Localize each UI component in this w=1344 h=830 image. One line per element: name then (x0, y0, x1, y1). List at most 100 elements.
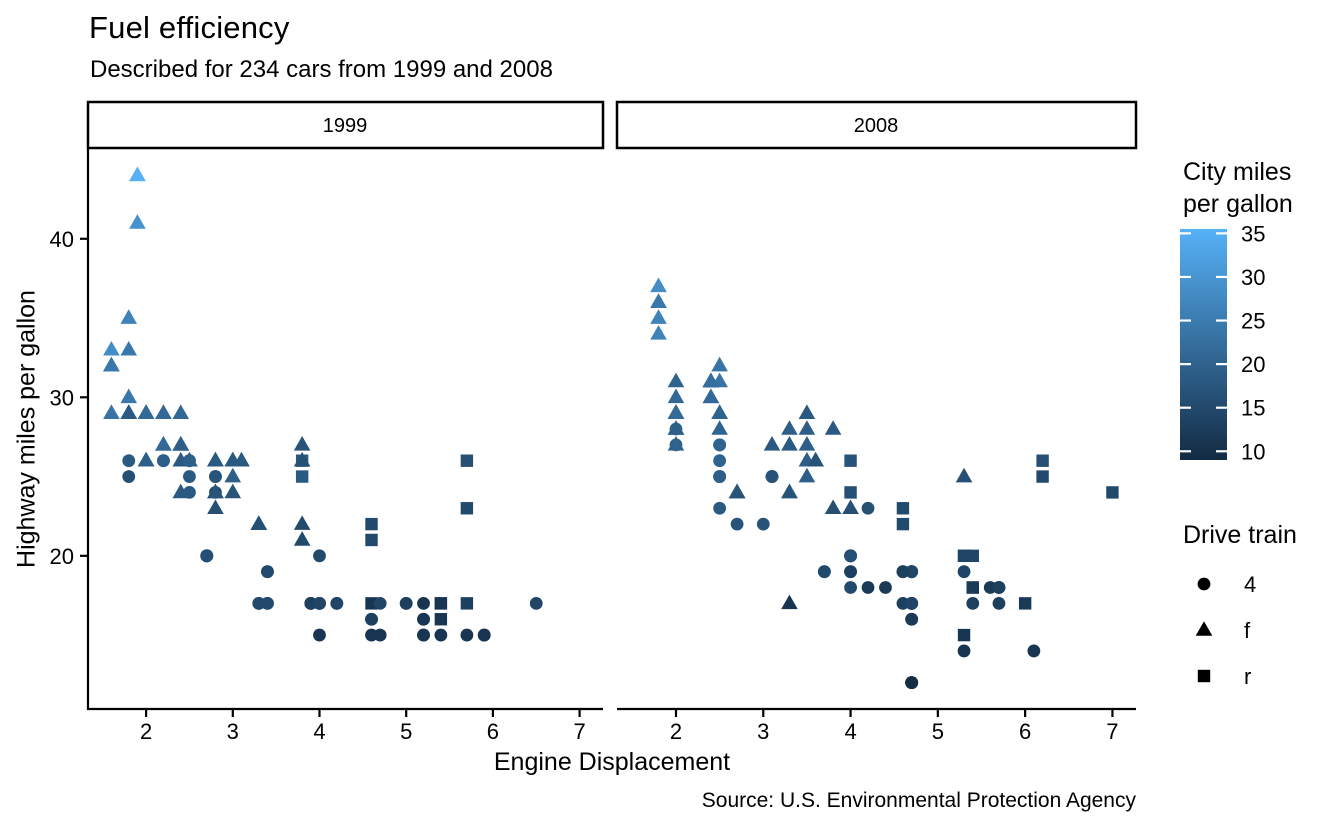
data-point-circle (399, 596, 413, 610)
data-point-square (1197, 669, 1211, 683)
data-point-circle (765, 470, 779, 483)
data-point-square (957, 628, 971, 642)
data-point-triangle (824, 420, 842, 435)
data-point-triangle (224, 451, 242, 467)
data-point-square (434, 613, 448, 626)
data-point-triangle (728, 483, 746, 499)
x-tick-label: 3 (227, 719, 239, 744)
data-point-circle (417, 596, 430, 610)
data-point-triangle (293, 436, 311, 451)
data-point-triangle (1195, 621, 1213, 636)
facet-strip-1999 (86, 100, 605, 150)
data-point-triangle (798, 467, 816, 483)
data-point-triangle (842, 499, 859, 515)
x-tick-label: 5 (400, 719, 412, 744)
data-point-triangle (172, 404, 190, 419)
x-tick-label: 7 (573, 719, 585, 744)
data-point-circle (313, 549, 326, 563)
facet-strip-2008 (615, 100, 1138, 150)
data-point-square (896, 502, 910, 515)
data-point-triangle (293, 531, 311, 546)
data-point-circle (313, 628, 326, 642)
data-point-triangle (667, 372, 685, 388)
data-point-circle (957, 565, 971, 579)
x-axis-title: Engine Displacement (493, 748, 731, 776)
data-point-triangle (137, 404, 155, 419)
x-tick-label: 4 (313, 719, 325, 744)
data-point-triangle (798, 420, 816, 435)
data-point-circle (460, 628, 474, 642)
data-point-triangle (293, 451, 311, 467)
y-tick-label: 40 (50, 227, 74, 252)
data-point-circle (844, 581, 857, 594)
data-point-square (295, 470, 309, 483)
data-point-triangle (798, 436, 816, 451)
data-point-circle (200, 549, 214, 563)
data-point-triangle (702, 388, 720, 404)
data-point-triangle (824, 499, 842, 515)
data-point-circle (905, 676, 919, 690)
color-legend-title: City miles per gallon (1183, 156, 1293, 220)
data-point-circle (477, 628, 491, 642)
data-point-triangle (120, 388, 138, 404)
data-point-triangle (650, 309, 667, 324)
x-tick-label: 3 (757, 719, 769, 744)
data-point-circle (879, 581, 892, 594)
x-tick-label: 2 (670, 719, 682, 744)
data-point-triangle (120, 404, 138, 419)
data-point-circle (713, 438, 727, 452)
data-point-triangle (781, 594, 798, 610)
data-point-circle (122, 454, 136, 468)
colorbar-ticks: 35 30 25 20 15 10 (1180, 221, 1265, 464)
data-point-circle (861, 501, 875, 515)
shape-legend-label: r (1244, 664, 1251, 689)
data-point-square (460, 454, 474, 467)
data-point-square (1036, 454, 1049, 467)
colorbar (1180, 229, 1227, 460)
data-point-circle (905, 612, 919, 626)
data-point-square (1106, 486, 1119, 499)
colorbar-tick-label: 35 (1241, 221, 1265, 246)
data-point-triangle (702, 372, 720, 388)
data-point-square (844, 486, 857, 499)
panel-points-2008 (650, 277, 1119, 690)
data-point-triangle (781, 420, 798, 435)
data-point-triangle (650, 277, 667, 293)
data-point-circle (183, 486, 196, 499)
data-point-circle (844, 549, 857, 563)
data-point-circle (756, 517, 770, 531)
data-point-circle (261, 596, 274, 610)
shape-legend-items: 4 fr (1195, 572, 1256, 689)
data-point-triangle (798, 404, 816, 419)
colorbar-tick-label: 25 (1241, 309, 1265, 334)
facet-strip-label-2008: 2008 (854, 115, 899, 137)
data-point-circle (1197, 577, 1211, 591)
shape-legend-label: f (1244, 618, 1251, 643)
x-tick-label: 4 (844, 719, 856, 744)
data-point-circle (1027, 644, 1041, 658)
chart-subtitle: Described for 234 cars from 1999 and 200… (90, 56, 553, 83)
data-point-square (434, 597, 448, 610)
data-point-triangle (207, 451, 224, 467)
y-tick-label: 30 (50, 385, 74, 410)
shape-legend-title: Drive train (1183, 521, 1297, 549)
data-point-circle (417, 612, 430, 626)
data-point-circle (157, 454, 170, 468)
data-point-triangle (763, 436, 781, 451)
x-axis-ticks: 2 3 4 5 6 7 2 3 4 5 6 7 (140, 710, 1119, 744)
data-point-triangle (711, 356, 728, 372)
data-point-triangle (155, 436, 172, 451)
data-point-triangle (807, 451, 824, 467)
data-point-circle (844, 565, 857, 579)
x-tick-label: 6 (487, 719, 499, 744)
data-point-circle (313, 596, 326, 610)
data-point-triangle (667, 404, 685, 419)
data-point-circle (365, 612, 378, 626)
data-point-circle (730, 517, 744, 531)
y-axis-ticks: 20 30 40 (50, 227, 87, 569)
data-point-circle (417, 628, 430, 642)
data-point-circle (896, 565, 910, 579)
data-point-square (844, 454, 857, 467)
